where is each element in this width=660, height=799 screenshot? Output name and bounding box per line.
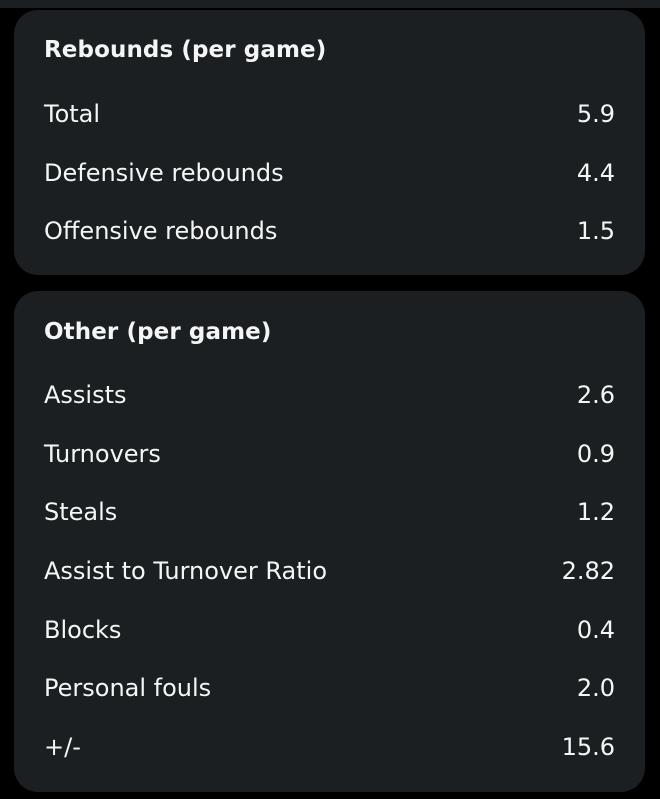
rebounds-title: Rebounds (per game) — [44, 37, 327, 63]
stat-label: Blocks — [44, 616, 122, 644]
stat-value: 15.6 — [561, 733, 615, 761]
stat-label: Turnovers — [44, 440, 161, 468]
stat-label: Total — [44, 100, 101, 128]
stat-label: Defensive rebounds — [44, 159, 284, 187]
stat-row-assists: Assists 2.6 — [44, 375, 615, 415]
rebounds-card: Rebounds (per game) Total 5.9 Defensive … — [14, 10, 645, 275]
stat-label: Assist to Turnover Ratio — [44, 557, 328, 585]
stat-value: 2.6 — [576, 381, 615, 409]
stat-label: +/- — [44, 733, 81, 761]
other-card: Other (per game) Assists 2.6 Turnovers 0… — [14, 291, 645, 792]
stat-value: 5.9 — [576, 100, 615, 128]
other-title: Other (per game) — [44, 319, 272, 345]
stat-value: 1.2 — [576, 498, 615, 526]
stat-value: 0.4 — [576, 616, 615, 644]
stat-row-defensive-rebounds: Defensive rebounds 4.4 — [44, 153, 615, 193]
stat-row-personal-fouls: Personal fouls 2.0 — [44, 668, 615, 708]
stat-value: 4.4 — [576, 159, 615, 187]
stat-label: Steals — [44, 498, 118, 526]
stat-row-steals: Steals 1.2 — [44, 492, 615, 532]
stat-value: 1.5 — [576, 217, 615, 245]
stat-label: Personal fouls — [44, 674, 212, 702]
stat-row-assist-turnover-ratio: Assist to Turnover Ratio 2.82 — [44, 551, 615, 591]
stat-row-plus-minus: +/- 15.6 — [44, 727, 615, 767]
stat-row-total: Total 5.9 — [44, 94, 615, 134]
previous-card-edge — [0, 0, 660, 8]
stat-row-turnovers: Turnovers 0.9 — [44, 434, 615, 474]
stat-row-blocks: Blocks 0.4 — [44, 610, 615, 650]
stat-value: 0.9 — [576, 440, 615, 468]
stat-value: 2.0 — [576, 674, 615, 702]
stat-label: Offensive rebounds — [44, 217, 278, 245]
stat-row-offensive-rebounds: Offensive rebounds 1.5 — [44, 211, 615, 251]
stat-label: Assists — [44, 381, 127, 409]
stat-value: 2.82 — [561, 557, 615, 585]
